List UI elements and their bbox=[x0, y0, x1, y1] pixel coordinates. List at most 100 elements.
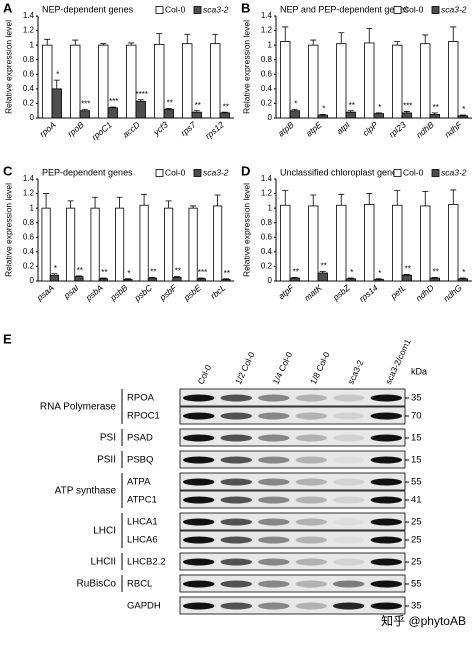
error-bar bbox=[403, 111, 410, 113]
protein-label: RPOC1 bbox=[127, 411, 160, 422]
x-tick-label: rbcL bbox=[208, 282, 227, 300]
panel-label: D bbox=[241, 163, 250, 178]
blot-band bbox=[295, 394, 327, 402]
blot-band bbox=[370, 602, 402, 610]
x-tick-label: atpI bbox=[334, 119, 352, 136]
bar bbox=[172, 276, 182, 282]
blot-band bbox=[333, 456, 365, 464]
significance-label: * bbox=[378, 269, 381, 278]
error-bar bbox=[394, 190, 401, 206]
blot-band bbox=[258, 602, 290, 610]
group-label: RNA Polymerase bbox=[40, 402, 117, 413]
y-tick-label: 0.2 bbox=[261, 99, 273, 108]
bar bbox=[373, 279, 384, 282]
bar bbox=[345, 278, 356, 282]
protein-label: PSBQ bbox=[127, 455, 153, 466]
blot-band bbox=[183, 536, 215, 544]
error-bar bbox=[403, 274, 410, 276]
y-tick-label: 0.2 bbox=[261, 262, 273, 271]
panel-label: E bbox=[3, 331, 12, 346]
error-bar bbox=[459, 114, 466, 116]
blot-band bbox=[183, 394, 215, 402]
blot-band bbox=[183, 456, 215, 464]
x-tick-label: rpoA bbox=[38, 119, 58, 138]
marker-label: 25 bbox=[411, 557, 422, 568]
legend-label: sca3-2 bbox=[203, 167, 229, 177]
x-tick-label: ndhG bbox=[441, 282, 464, 303]
blot-band bbox=[370, 456, 402, 464]
blot-band bbox=[258, 394, 290, 402]
blot-band bbox=[295, 580, 327, 588]
bar bbox=[317, 114, 328, 119]
bar bbox=[51, 88, 62, 119]
bar bbox=[210, 43, 221, 119]
bar bbox=[79, 110, 90, 119]
significance-label: ** bbox=[405, 265, 411, 274]
error-bar bbox=[141, 193, 148, 206]
y-tick-label: 1.4 bbox=[261, 174, 273, 183]
y-tick-label: 0 bbox=[268, 276, 273, 285]
significance-label: *** bbox=[109, 97, 118, 106]
error-bar bbox=[431, 276, 438, 279]
protein-label: ATPC1 bbox=[127, 495, 157, 506]
error-bar bbox=[282, 190, 289, 206]
lane-label: sca3-2 bbox=[346, 358, 366, 386]
significance-label: ** bbox=[293, 267, 299, 276]
blot-band bbox=[183, 580, 215, 588]
y-tick-label: 0 bbox=[30, 113, 35, 122]
legend-label: Col-0 bbox=[403, 167, 424, 177]
error-bar bbox=[338, 193, 345, 206]
error-bar bbox=[67, 200, 74, 209]
blot-band bbox=[183, 496, 215, 504]
blot-band bbox=[258, 536, 290, 544]
error-bar bbox=[222, 278, 229, 280]
chart-title: NEP-dependent genes bbox=[42, 4, 134, 14]
group-label: PSII bbox=[97, 455, 116, 466]
marker-label: 15 bbox=[411, 433, 422, 444]
error-bar bbox=[165, 200, 172, 209]
lane-label: 1/4 Col-0 bbox=[271, 350, 295, 386]
y-tick-label: 0.8 bbox=[23, 218, 35, 227]
x-tick-label: rps14 bbox=[357, 282, 380, 304]
significance-label: ** bbox=[224, 269, 230, 278]
error-bar bbox=[319, 113, 326, 116]
protein-label: GAPDH bbox=[127, 601, 161, 612]
blot-band bbox=[370, 536, 402, 544]
error-bar bbox=[212, 33, 219, 44]
blot-band bbox=[295, 558, 327, 566]
significance-label: * bbox=[350, 268, 353, 277]
marker-label: 25 bbox=[411, 517, 422, 528]
y-tick-label: 1 bbox=[30, 40, 35, 49]
x-tick-label: atpE bbox=[304, 119, 324, 138]
bar bbox=[154, 44, 165, 119]
legend-label: sca3-2 bbox=[441, 4, 467, 14]
blot-band bbox=[333, 580, 365, 588]
legend-label: sca3-2 bbox=[203, 4, 229, 14]
marker-label: 55 bbox=[411, 477, 422, 488]
error-bar bbox=[72, 39, 79, 46]
chart-title: PEP-dependent genes bbox=[42, 167, 133, 177]
bar bbox=[98, 278, 108, 282]
marker-label: 35 bbox=[411, 601, 422, 612]
chart-title: Unclassified chloroplast genes bbox=[280, 167, 402, 177]
y-tick-label: 0.8 bbox=[261, 55, 273, 64]
y-tick-label: 0.6 bbox=[261, 232, 273, 241]
error-bar bbox=[291, 108, 298, 111]
error-bar bbox=[149, 276, 156, 279]
bar bbox=[74, 276, 84, 282]
error-bar bbox=[137, 99, 144, 102]
bar bbox=[115, 207, 125, 282]
lane-label: 1/2 Col-0 bbox=[233, 350, 257, 386]
bar bbox=[373, 113, 384, 119]
blot-band bbox=[258, 434, 290, 442]
bar bbox=[280, 204, 291, 282]
blot-band bbox=[220, 558, 252, 566]
y-tick-label: 1.2 bbox=[261, 189, 273, 198]
group-label: RuBisCo bbox=[77, 579, 117, 590]
significance-label: * bbox=[322, 104, 325, 113]
error-bar bbox=[173, 276, 180, 278]
error-bar bbox=[92, 196, 99, 209]
panel-label: C bbox=[3, 163, 13, 178]
significance-label: ** bbox=[349, 101, 355, 110]
error-bar bbox=[422, 190, 429, 206]
